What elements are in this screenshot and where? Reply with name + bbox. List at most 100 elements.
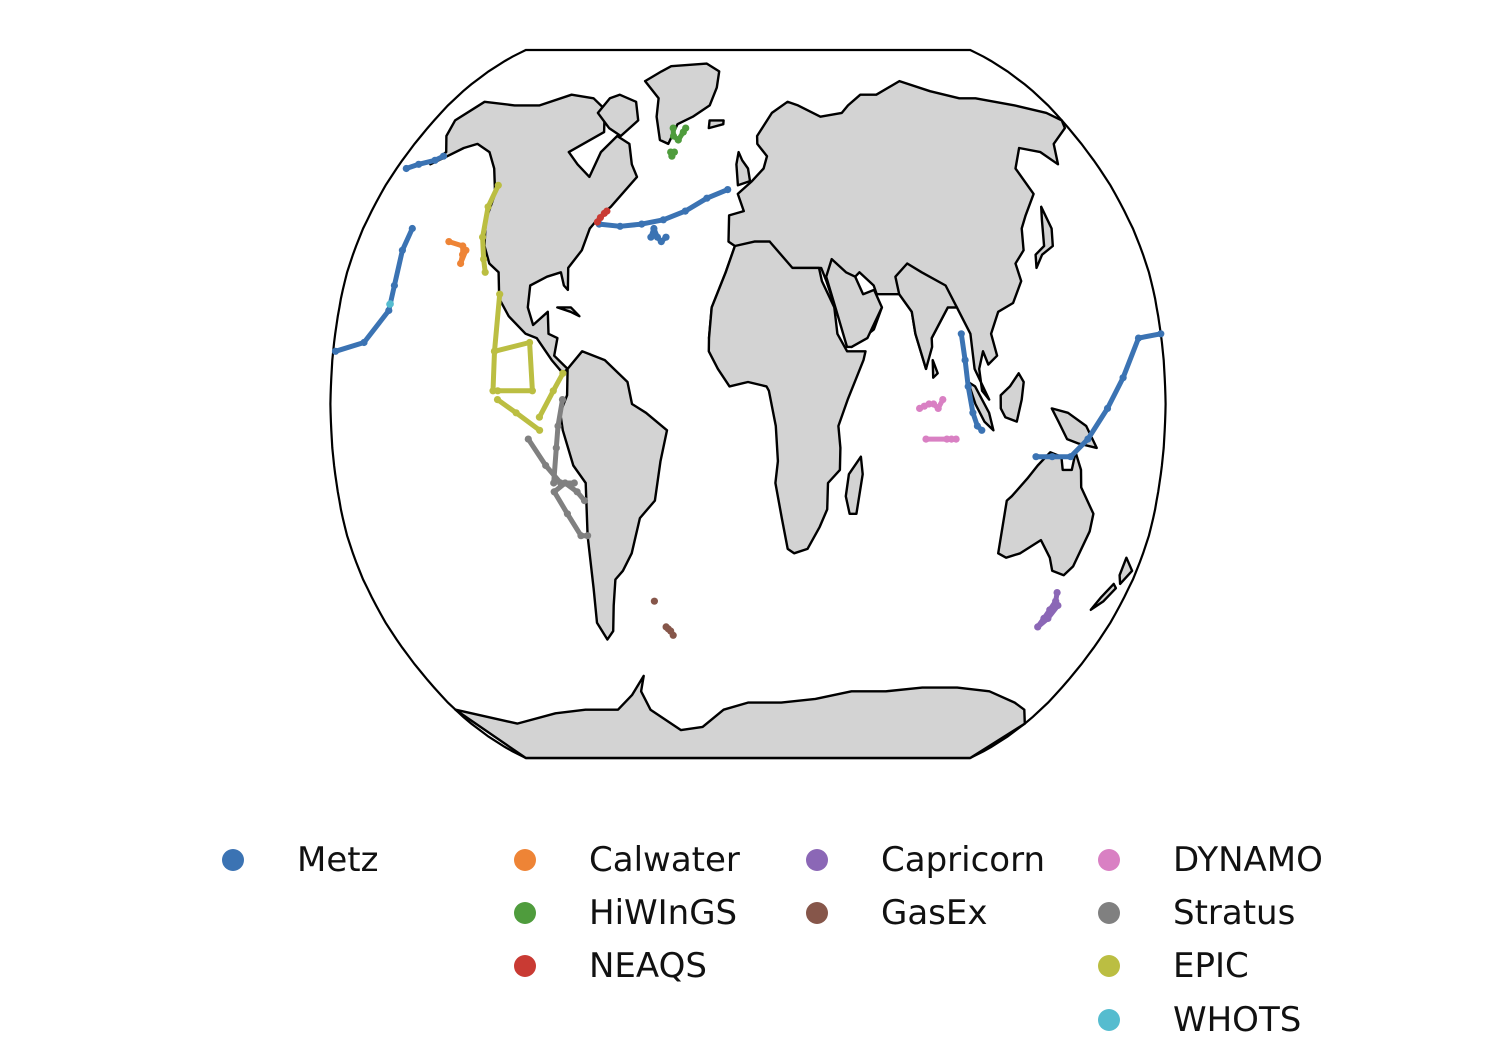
point-metz-2-2 — [638, 220, 646, 228]
point-epic-4-0 — [535, 413, 544, 421]
legend-marker — [514, 955, 536, 977]
point-metz-5-2 — [1067, 453, 1075, 461]
point-capricorn-0-2 — [1046, 606, 1054, 614]
land-uk — [735, 150, 752, 187]
land-arabia — [825, 257, 884, 349]
point-dynamo-0-3 — [930, 400, 938, 408]
point-epic-0-2 — [479, 233, 487, 241]
legend-item-capricorn: Capricorn — [806, 840, 1045, 880]
legend: Metz Calwater HiWInGS NEAQS Capricorn GasEx DY… — [0, 820, 1498, 1050]
point-epic-0-4 — [481, 268, 489, 276]
legend-item-neaqs: NEAQS — [514, 946, 707, 986]
point-epic-1-0 — [496, 290, 504, 298]
point-metz-1-3 — [439, 152, 448, 160]
point-metz-2-4 — [681, 207, 689, 215]
point-stratus-2-3 — [570, 479, 578, 487]
land-antarctica — [454, 674, 1026, 760]
point-metz-0-1 — [360, 338, 368, 347]
land-sumatra — [966, 380, 995, 432]
legend-marker — [1098, 955, 1120, 977]
point-epic-0-1 — [484, 203, 492, 211]
point-capricorn-0-4 — [1034, 623, 1042, 631]
track-stratus-3 — [551, 397, 565, 486]
point-epic-2-3 — [494, 387, 502, 395]
point-metz-1-1 — [415, 160, 423, 168]
land-south-america — [559, 350, 669, 641]
point-calwater-0-4 — [462, 246, 470, 254]
point-metz-5-3 — [1084, 435, 1092, 443]
point-metz-5-5 — [1119, 374, 1127, 382]
track-epic-2 — [492, 340, 535, 394]
point-epic-0-0 — [494, 181, 502, 189]
legend-marker — [806, 902, 828, 924]
point-hiwings-0-1 — [669, 132, 678, 140]
point-stratus-3-2 — [552, 444, 560, 452]
point-stratus-1-3 — [584, 532, 592, 540]
point-capricorn-0-0 — [1053, 589, 1061, 597]
point-dynamo-0-4 — [934, 404, 942, 412]
legend-marker — [514, 849, 536, 871]
point-stratus-3-0 — [558, 396, 567, 404]
point-calwater-0-3 — [457, 259, 465, 268]
point-capricorn-0-5 — [1044, 614, 1052, 623]
point-metz-2-6 — [724, 186, 732, 194]
land-sri-lanka — [931, 358, 939, 379]
point-epic-2-0 — [490, 347, 499, 355]
point-neaqs-0-3 — [603, 207, 611, 215]
track-metz-0 — [333, 226, 415, 354]
legend-marker — [1098, 902, 1120, 924]
cruise-tracks — [331, 124, 1165, 639]
legend-marker — [1098, 849, 1120, 871]
point-epic-2-1 — [526, 338, 534, 347]
point-epic-4-2 — [559, 369, 567, 377]
point-stratus-1-0 — [550, 488, 558, 496]
point-metz-5-4 — [1103, 404, 1112, 412]
point-gasex-0-3 — [669, 631, 677, 639]
point-metz-0-2 — [385, 306, 393, 315]
point-stratus-0-3 — [580, 497, 589, 505]
legend-item-metz: Metz — [222, 840, 378, 880]
legend-item-whots: WHOTS — [1098, 1000, 1301, 1040]
land-nz-south — [1089, 582, 1118, 611]
point-hiwings-1-2 — [670, 148, 679, 156]
land-madagascar — [844, 455, 864, 515]
point-metz-3-4 — [662, 233, 670, 241]
track-metz-1 — [403, 153, 446, 171]
land-baffin — [596, 93, 640, 138]
land-nz-north — [1118, 556, 1134, 586]
point-metz-5-6 — [1134, 334, 1143, 342]
point-metz-4-5 — [978, 426, 986, 434]
point-stratus-0-2 — [573, 488, 581, 496]
point-capricorn-0-6 — [1054, 601, 1062, 610]
point-calwater-0-0 — [445, 238, 453, 246]
point-stratus-3-1 — [554, 422, 562, 430]
point-metz-2-1 — [616, 222, 624, 230]
point-stratus-2-1 — [542, 461, 550, 470]
land-iceland — [707, 119, 725, 130]
point-metz-4-3 — [969, 409, 977, 417]
legend-item-dynamo: DYNAMO — [1098, 840, 1323, 880]
point-metz-3-1 — [650, 224, 658, 233]
point-epic-3-1 — [512, 409, 520, 417]
legend-marker — [806, 849, 828, 871]
point-epic-3-2 — [536, 426, 544, 434]
point-stratus-1-2 — [577, 532, 585, 540]
point-epic-3-0 — [493, 396, 502, 404]
globe-outline — [329, 48, 1167, 760]
land-japan — [1034, 205, 1054, 270]
point-metz-5-1 — [1048, 453, 1056, 461]
point-epic-0-3 — [480, 255, 488, 263]
point-epic-2-2 — [528, 387, 537, 395]
land-india — [894, 262, 959, 371]
point-metz-4-4 — [973, 422, 982, 430]
land-africa-south — [707, 240, 867, 555]
legend-label: Capricorn — [881, 840, 1046, 880]
point-stratus-2-2 — [557, 479, 565, 487]
point-metz-5-7 — [1157, 330, 1165, 338]
point-metz-4-1 — [961, 356, 969, 364]
point-metz-1-0 — [402, 164, 410, 173]
point-metz-4-0 — [957, 330, 965, 338]
point-stratus-2-0 — [524, 435, 532, 443]
point-metz-0-0 — [331, 347, 340, 355]
point-stratus-1-1 — [563, 510, 572, 518]
